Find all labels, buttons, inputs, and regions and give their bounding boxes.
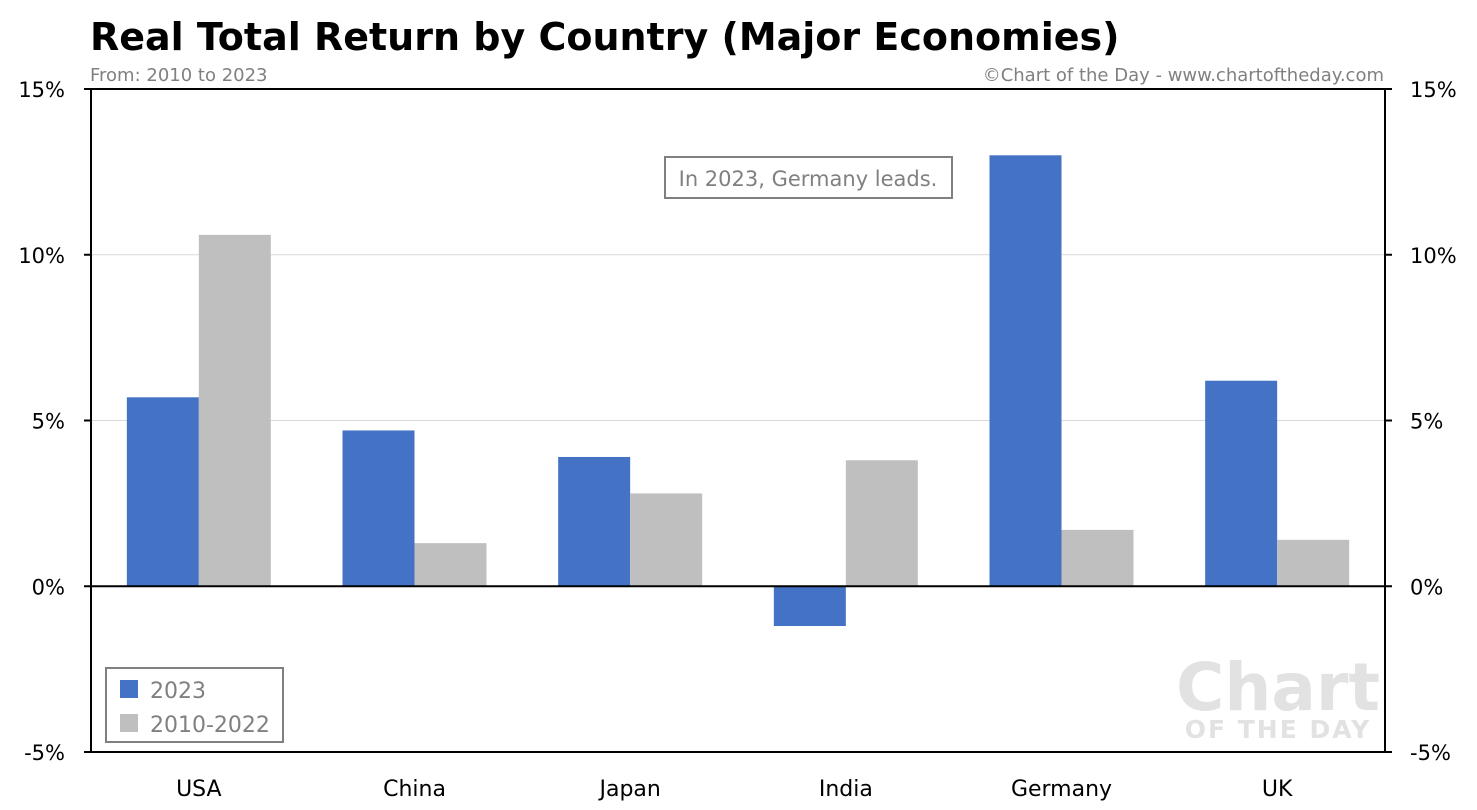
y-tick-label-right: 10% xyxy=(1410,244,1457,268)
legend-swatch xyxy=(120,680,138,698)
bar xyxy=(126,397,199,587)
y-tick-label-left: 15% xyxy=(18,78,65,102)
source-credit: ©Chart of the Day - www.chartoftheday.co… xyxy=(983,65,1384,86)
chart-subtitle: From: 2010 to 2023 xyxy=(90,65,268,86)
x-tick-label: India xyxy=(819,777,873,802)
bar xyxy=(1205,380,1278,587)
legend: 2023 2010-2022 xyxy=(105,667,284,743)
bar xyxy=(1061,529,1134,587)
x-tick-label: UK xyxy=(1262,777,1293,802)
bar xyxy=(558,456,631,587)
y-tick-label-right: 15% xyxy=(1410,78,1457,102)
legend-swatch xyxy=(120,714,138,732)
bar xyxy=(989,155,1062,587)
x-tick-label: Germany xyxy=(1011,777,1112,802)
chart-title: Real Total Return by Country (Major Econ… xyxy=(90,15,1120,59)
y-axis-left: 15% 10% 5% 0% -5% xyxy=(18,78,91,765)
legend-label: 2023 xyxy=(150,679,206,704)
y-tick-label-left: -5% xyxy=(24,741,65,765)
annotation-box: In 2023, Germany leads. xyxy=(664,156,953,199)
bar xyxy=(630,493,703,587)
y-tick-label-left: 10% xyxy=(18,244,65,268)
y-axis-right: 15% 10% 5% 0% -5% xyxy=(1385,78,1457,765)
x-tick-label: Japan xyxy=(597,777,660,802)
y-tick-label-right: -5% xyxy=(1410,741,1451,765)
bar xyxy=(414,543,487,587)
y-tick-label-right: 5% xyxy=(1410,410,1443,434)
x-tick-label: USA xyxy=(176,777,222,802)
x-axis: USA China Japan India Germany UK xyxy=(176,777,1293,802)
bar xyxy=(342,430,415,587)
bar xyxy=(1277,539,1350,587)
bar xyxy=(773,586,846,627)
bar xyxy=(198,234,271,587)
watermark-line1: Chart xyxy=(1176,649,1380,726)
gridlines xyxy=(91,254,1385,421)
legend-label: 2010-2022 xyxy=(150,713,270,738)
watermark-logo: Chart OF THE DAY xyxy=(1176,649,1380,744)
bars xyxy=(126,155,1350,627)
x-tick-label: China xyxy=(383,777,446,802)
y-tick-label-right: 0% xyxy=(1410,575,1443,599)
annotation-text: In 2023, Germany leads. xyxy=(679,167,938,191)
bar xyxy=(845,460,918,587)
watermark-line2: OF THE DAY xyxy=(1185,715,1372,744)
y-tick-label-left: 5% xyxy=(32,410,65,434)
y-tick-label-left: 0% xyxy=(32,575,65,599)
